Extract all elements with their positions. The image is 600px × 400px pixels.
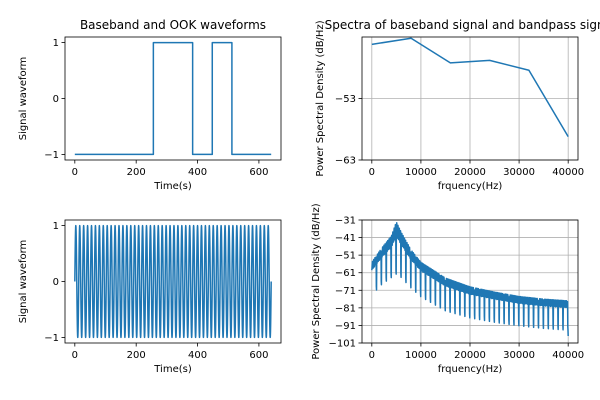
y-axis-label: Signal waveform (18, 57, 29, 141)
x-tick-label: 20000 (454, 350, 486, 361)
x-tick-label: 600 (249, 167, 268, 178)
y-tick-label: −91 (335, 321, 356, 332)
y-axis-label: Signal waveform (18, 240, 29, 324)
x-tick-label: 400 (188, 167, 207, 178)
x-axis-label: Time(s) (153, 181, 192, 192)
series-line (74, 41, 272, 156)
x-tick-label: 10000 (405, 350, 437, 361)
y-tick-label: −1 (44, 333, 59, 344)
x-tick-label: 0 (72, 350, 78, 361)
x-tick-label: 200 (127, 350, 146, 361)
subplot-br: 0 10000 20000 30000 40000 −101 −91 −81 −71 −61 −51… (311, 203, 584, 375)
x-axis-label: Time(s) (153, 364, 192, 375)
axes-frame (64, 36, 282, 161)
y-tick-label: −61 (335, 268, 356, 279)
x-axis-label: frquency(Hz) (438, 364, 503, 375)
x-tick-label: 10000 (405, 167, 437, 178)
x-tick-label: 40000 (552, 167, 584, 178)
x-axis-label: frquency(Hz) (438, 181, 503, 192)
y-tick-label: −71 (335, 286, 356, 297)
y-tick-label: −41 (335, 233, 356, 244)
x-tick-label: 600 (249, 350, 268, 361)
x-tick-label: 30000 (503, 167, 535, 178)
y-tick-label: 1 (53, 221, 59, 232)
y-axis-label: Power Spectral Density (dB/Hz) (311, 203, 322, 359)
x-tick-label: 0 (369, 167, 375, 178)
x-tick-label: 0 (369, 350, 375, 361)
series-line (74, 224, 272, 339)
y-tick-label: 0 (53, 277, 59, 288)
y-tick-label: −31 (335, 216, 356, 227)
x-tick-label: 400 (188, 350, 207, 361)
subplot-bl: 0 200 400 600 −1 0 1 Time(s) Signal waveform (18, 219, 282, 375)
y-axis-label: Power Spectral Density (dB/Hz) (315, 20, 326, 176)
series-line (371, 37, 569, 138)
y-tick-label: 0 (53, 94, 59, 105)
series-line (371, 222, 569, 336)
y-tick-label: −101 (329, 339, 356, 350)
y-tick-label: −81 (335, 303, 356, 314)
y-tick-label: 1 (53, 38, 59, 49)
y-tick-label: −63 (335, 156, 356, 167)
y-tick-label: −1 (44, 150, 59, 161)
x-tick-label: 40000 (552, 350, 584, 361)
x-tick-label: 20000 (454, 167, 486, 178)
chart-title: Spectra of baseband signal and bandpass … (325, 18, 600, 32)
subplot-tl: 0 200 400 600 −1 0 1 Time(s) Signal waveform Base… (18, 18, 282, 192)
subplot-tr: 0 10000 20000 30000 40000 −63 −53 frquency(Hz) P… (315, 18, 600, 192)
y-tick-label: −51 (335, 251, 356, 262)
x-tick-label: 0 (72, 167, 78, 178)
chart-title: Baseband and OOK waveforms (80, 18, 266, 32)
y-tick-label: −53 (335, 94, 356, 105)
x-tick-label: 30000 (503, 350, 535, 361)
x-tick-label: 200 (127, 167, 146, 178)
